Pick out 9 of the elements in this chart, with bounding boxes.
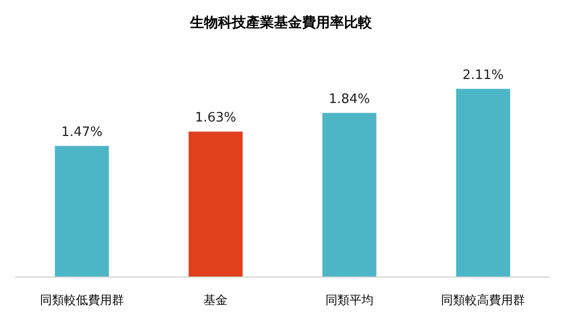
data-label: 2.11% <box>462 68 504 83</box>
x-tick-label: 同類平均 <box>325 293 374 307</box>
data-label: 1.47% <box>61 124 103 140</box>
x-tick-label: 基金 <box>204 293 228 307</box>
data-label: 1.84% <box>328 92 370 107</box>
x-tick-label: 同類較高費用群 <box>441 293 526 307</box>
x-tick-label: 同類較低費用群 <box>40 293 124 307</box>
data-label: 1.63% <box>194 110 236 126</box>
title: 生物科技產業基金費用率比較 <box>190 15 372 31</box>
